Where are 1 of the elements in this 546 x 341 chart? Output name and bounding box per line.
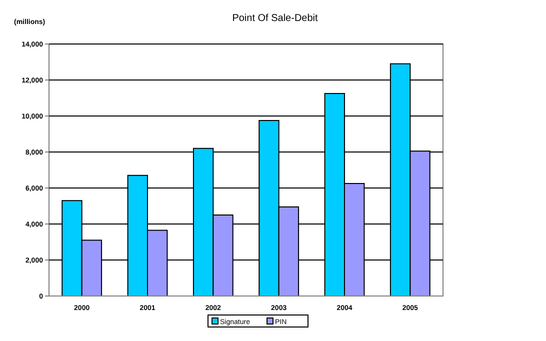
chart-title: Point Of Sale-Debit bbox=[232, 13, 318, 24]
